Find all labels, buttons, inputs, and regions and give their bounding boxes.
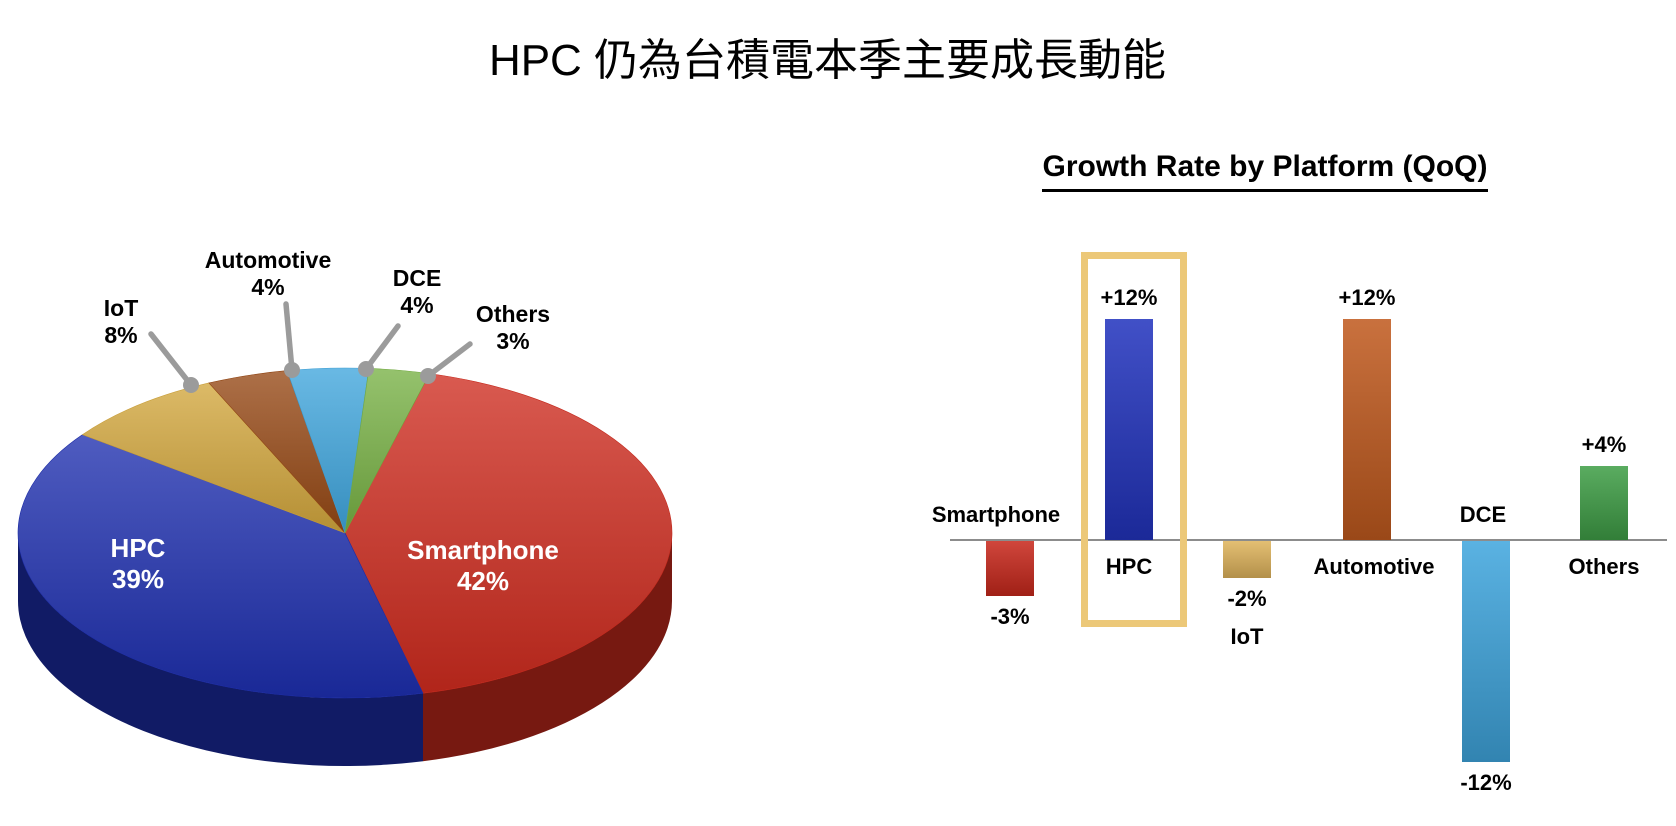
pie-callout-dce-label: DCE <box>392 265 442 291</box>
pie-inner-label-smartphone-name: Smartphone <box>407 535 559 565</box>
bar-hpc <box>1105 319 1153 540</box>
hpc-highlight-box <box>1081 252 1187 627</box>
bar-label-hpc: HPC <box>1105 554 1153 579</box>
bar-value-smartphone: -3% <box>990 604 1030 629</box>
bar-value-dce: -12% <box>1460 770 1512 795</box>
pie-callout-others-value: 3% <box>496 328 530 354</box>
pie-callout-automotive-label: Automotive <box>204 247 332 273</box>
bar-label-automotive: Automotive <box>1313 554 1435 579</box>
bar-smartphone <box>986 541 1034 596</box>
bar-label-dce: DCE <box>1459 502 1507 527</box>
pie-callout-others-label: Others <box>475 301 551 327</box>
bar-automotive <box>1343 319 1391 540</box>
pie-callout-dce-value: 4% <box>400 292 434 318</box>
pie-callout-iot: IoT 8% <box>104 295 139 349</box>
bar-label-iot: IoT <box>1230 624 1264 649</box>
slide-title: HPC 仍為台積電本季主要成長動能 <box>488 36 1167 85</box>
pie-callout-dce: DCE 4% <box>393 265 442 319</box>
bar-chart-axis <box>950 539 1667 541</box>
pie-inner-label-hpc: HPC 39% <box>111 533 166 595</box>
pie-callout-automotive-value: 4% <box>251 274 285 300</box>
bar-value-hpc: +12% <box>1100 285 1158 310</box>
bar-dce <box>1462 541 1510 762</box>
pie-inner-label-smartphone-value: 42% <box>456 566 510 596</box>
bar-value-iot: -2% <box>1227 586 1267 611</box>
bar-label-smartphone: Smartphone <box>931 502 1061 527</box>
bar-label-others: Others <box>1568 554 1640 579</box>
bar-iot <box>1223 541 1271 578</box>
pie-callout-iot-label: IoT <box>103 295 139 321</box>
bar-chart-title: Growth Rate by Platform (QoQ) <box>965 150 1565 192</box>
pie-callout-automotive: Automotive 4% <box>205 247 332 301</box>
pie-inner-label-hpc-name: HPC <box>110 533 166 563</box>
bar-chart-title-text: Growth Rate by Platform (QoQ) <box>1042 150 1488 192</box>
pie-callout-others: Others 3% <box>476 301 550 355</box>
pie-callout-iot-value: 8% <box>104 322 138 348</box>
bar-value-others: +4% <box>1581 432 1627 457</box>
bar-others <box>1580 466 1628 540</box>
bar-value-automotive: +12% <box>1338 285 1396 310</box>
pie-inner-label-hpc-value: 39% <box>111 564 165 594</box>
pie-inner-label-smartphone: Smartphone 42% <box>407 535 559 597</box>
